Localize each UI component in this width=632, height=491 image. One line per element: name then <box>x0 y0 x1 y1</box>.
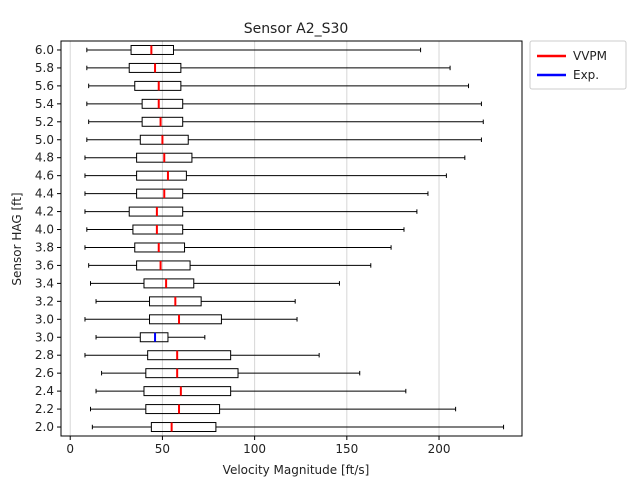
y-tick-label: 6.0 <box>35 43 54 57</box>
box-iqr <box>145 404 221 415</box>
y-tick-label: 4.0 <box>35 223 54 237</box>
box-6.0-vvpm <box>86 44 422 55</box>
legend-label-exp: Exp. <box>573 68 599 82</box>
x-tick-label: 50 <box>155 442 170 456</box>
box-3.8-vvpm <box>84 242 392 253</box>
box-3.0-exp <box>95 332 206 343</box>
y-axis-label: Sensor HAG [ft] <box>10 192 24 285</box>
x-axis-label: Velocity Magnitude [ft/s] <box>223 463 370 477</box>
y-tick-label: 3.2 <box>35 294 54 308</box>
y-tick-label: 4.4 <box>35 187 54 201</box>
y-tick-label: 2.0 <box>35 420 54 434</box>
x-tick-label: 150 <box>335 442 358 456</box>
box-iqr <box>141 98 184 109</box>
box-4.4-vvpm <box>84 188 429 199</box>
box-3.2-vvpm <box>95 296 296 307</box>
x-tick-label: 0 <box>66 442 74 456</box>
axes: 0 50 100 150 200 2.0 2.2 2.4 2.6 2.8 3.0 3.0 3.2 3.4 3… <box>35 40 523 456</box>
y-tick-label: 2.2 <box>35 402 54 416</box>
y-tick-label: 5.6 <box>35 79 54 93</box>
box-5.6-vvpm <box>88 80 470 91</box>
y-tick-label: 5.0 <box>35 133 54 147</box>
box-iqr <box>149 314 222 325</box>
box-5.0-vvpm <box>86 134 482 145</box>
grid-lines <box>69 41 440 436</box>
y-tick-label: 3.0 <box>35 330 54 344</box>
y-tick-label: 2.8 <box>35 348 54 362</box>
y-tick-label: 3.6 <box>35 258 54 272</box>
legend-label-vvpm: VVPM <box>573 49 607 63</box>
box-2.2-vvpm <box>90 404 457 415</box>
box-iqr <box>150 422 217 433</box>
box-5.4-vvpm <box>86 98 482 109</box>
box-2.0-vvpm <box>91 422 505 433</box>
y-tick-label: 4.8 <box>35 151 54 165</box>
y-tick-label: 2.4 <box>35 384 54 398</box>
box-iqr <box>136 170 187 181</box>
y-tick-label: 4.6 <box>35 169 54 183</box>
box-4.0-vvpm <box>86 224 405 235</box>
box-2.6-vvpm <box>101 368 361 379</box>
x-tick-label: 100 <box>243 442 266 456</box>
box-iqr <box>136 260 191 271</box>
box-3.0-vvpm <box>84 314 298 325</box>
box-iqr <box>139 134 189 145</box>
legend: VVPM Exp. <box>529 40 627 90</box>
box-iqr <box>147 350 232 361</box>
box-4.2-vvpm <box>84 206 418 217</box>
box-iqr <box>141 116 184 127</box>
box-3.6-vvpm <box>88 260 372 271</box>
chart-title: Sensor A2_S30 <box>244 21 349 37</box>
y-tick-label: 4.2 <box>35 205 54 219</box>
plot-frame <box>60 40 523 437</box>
box-iqr <box>136 188 184 199</box>
box-3.4-vvpm <box>90 278 340 289</box>
box-5.8-vvpm <box>86 62 451 73</box>
box-2.8-vvpm <box>84 350 320 361</box>
box-2.4-vvpm <box>95 386 407 397</box>
box-4.8-vvpm <box>84 152 466 163</box>
box-4.6-vvpm <box>84 170 447 181</box>
legend-frame <box>529 40 627 90</box>
y-tick-label: 3.4 <box>35 276 54 290</box>
y-tick-label: 5.2 <box>35 115 54 129</box>
y-tick-label: 5.8 <box>35 61 54 75</box>
y-tick-label: 3.8 <box>35 240 54 254</box>
box-5.2-vvpm <box>88 116 484 127</box>
box-group <box>84 44 505 433</box>
box-iqr <box>145 368 239 379</box>
y-tick-label: 2.6 <box>35 366 54 380</box>
box-iqr <box>143 386 232 397</box>
x-tick-label: 200 <box>428 442 451 456</box>
y-tick-label: 5.4 <box>35 97 54 111</box>
box-iqr <box>143 278 195 289</box>
y-tick-label: 3.0 <box>35 312 54 326</box>
